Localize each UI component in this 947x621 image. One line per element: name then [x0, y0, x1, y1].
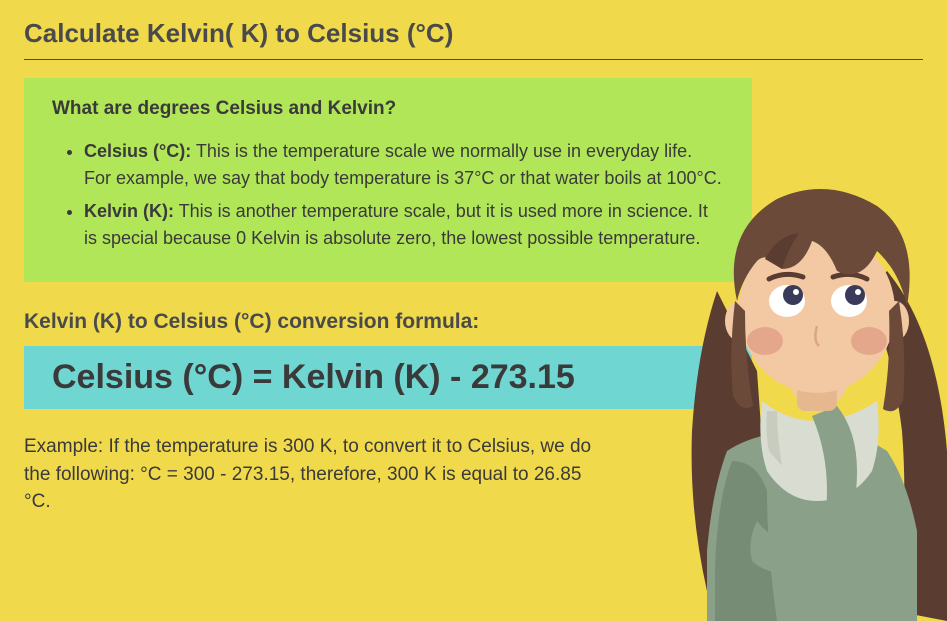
example-text: Example: If the temperature is 300 K, to…	[0, 433, 620, 516]
page-title: Calculate Kelvin( K) to Celsius (°C)	[0, 0, 947, 59]
formula-heading: Kelvin (K) to Celsius (°C) conversion fo…	[0, 302, 947, 346]
info-card-heading: What are degrees Celsius and Kelvin?	[52, 98, 724, 120]
formula-text: Celsius (°C) = Kelvin (K) - 273.15	[52, 358, 575, 396]
info-card: What are degrees Celsius and Kelvin? Cel…	[24, 78, 752, 282]
list-item-label: Kelvin (K):	[84, 201, 174, 221]
list-item-label: Celsius (°C):	[84, 141, 191, 161]
info-list: Celsius (°C): This is the temperature sc…	[52, 138, 724, 252]
list-item-text: This is another temperature scale, but i…	[84, 201, 708, 248]
list-item: Kelvin (K): This is another temperature …	[84, 198, 724, 252]
formula-bar: Celsius (°C) = Kelvin (K) - 273.15	[24, 346, 752, 409]
list-item: Celsius (°C): This is the temperature sc…	[84, 138, 724, 192]
credit-text: By ovacen.com	[826, 594, 929, 611]
title-underline	[24, 59, 923, 60]
